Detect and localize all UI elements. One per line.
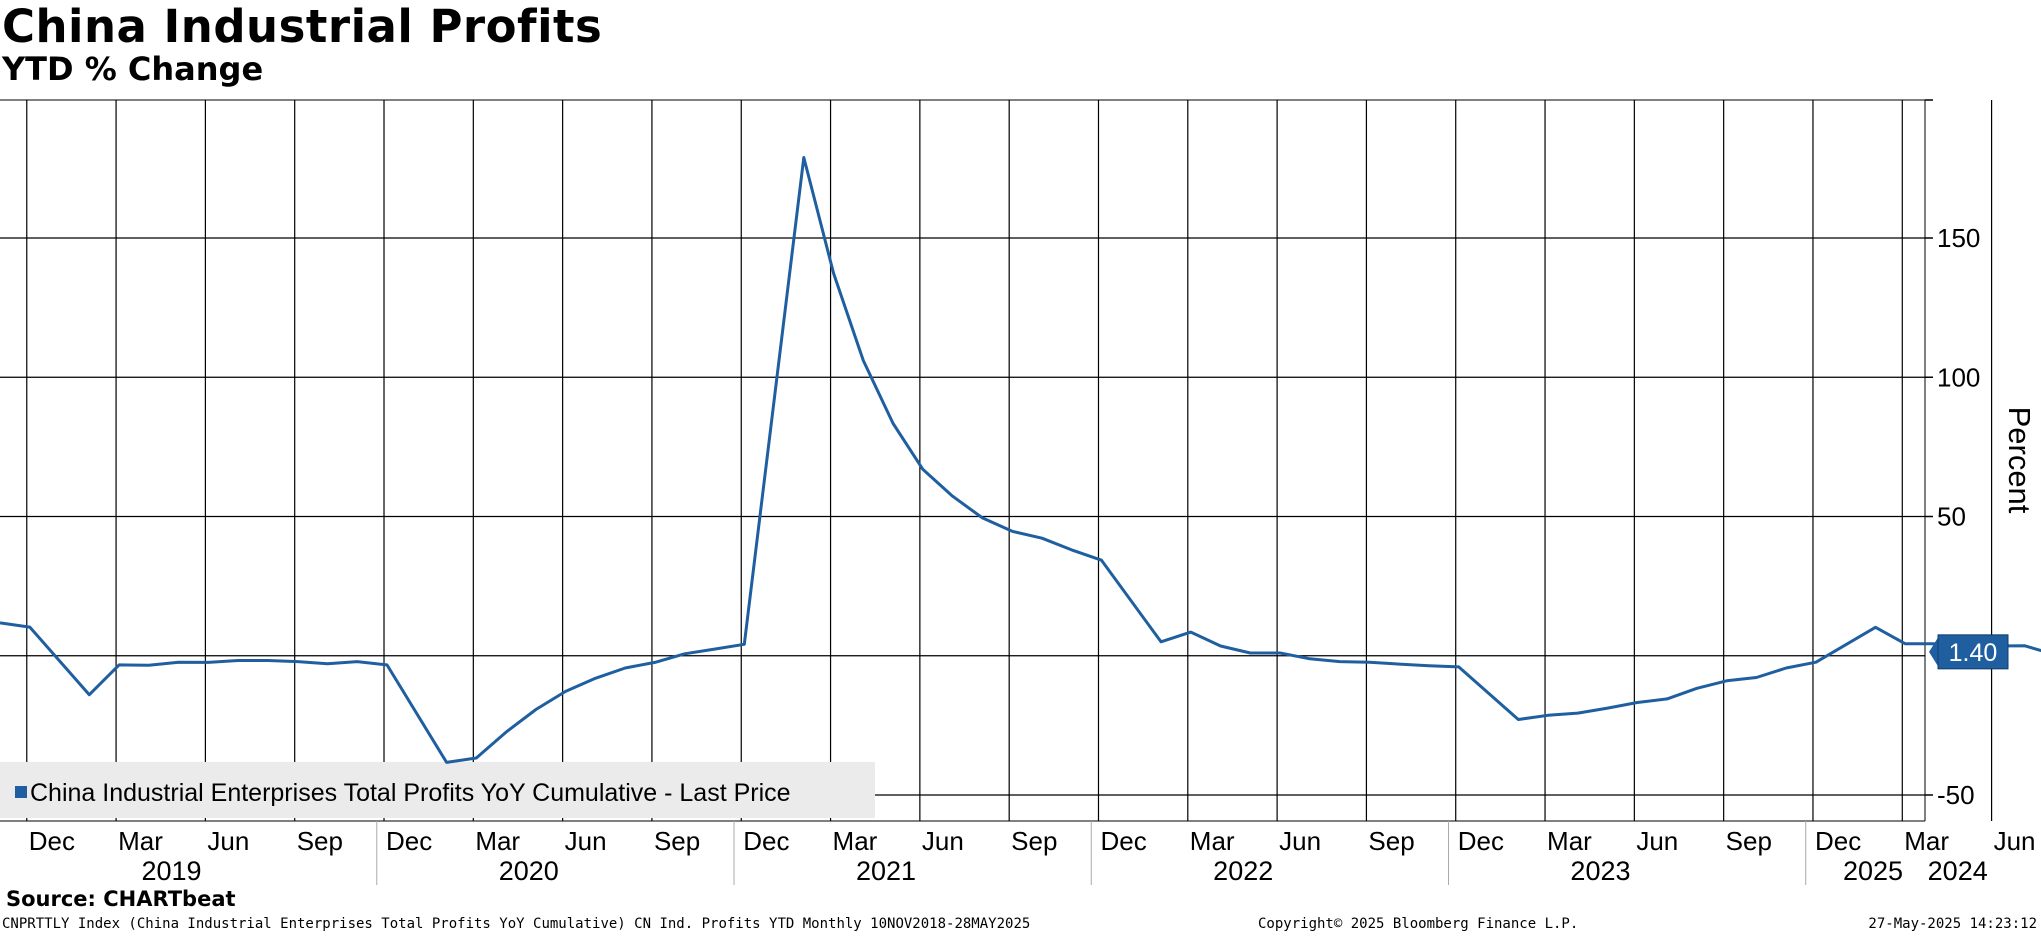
x-year-label: 2020 — [499, 856, 559, 886]
x-tick-label: Dec — [29, 826, 75, 856]
y-tick-label: 50 — [1937, 502, 1966, 532]
x-tick-label: Mar — [1904, 826, 1949, 856]
y-tick-label: 150 — [1937, 223, 1980, 253]
y-tick-label: 100 — [1937, 362, 1980, 392]
source-note: Source: CHARTbeat — [6, 887, 236, 911]
x-tick-label: Mar — [1547, 826, 1592, 856]
y-axis-label: Percent — [2002, 407, 2037, 514]
x-tick-label: Sep — [654, 826, 700, 856]
x-tick-label: Jun — [1636, 826, 1678, 856]
y-tick-label: -50 — [1937, 780, 1975, 810]
x-tick-label: Jun — [1994, 826, 2036, 856]
x-year-label: 2024 — [1928, 856, 1988, 886]
x-axis: Dec Mar Jun Sep Dec Mar Jun Sep Dec Mar Jun Sep Dec M… — [29, 821, 2036, 886]
x-tick-label: Mar — [475, 826, 520, 856]
x-tick-label: Jun — [565, 826, 607, 856]
last-value-label: 1.40 — [1949, 639, 1998, 667]
x-tick-label: Dec — [1458, 826, 1504, 856]
x-tick-label: Sep — [1368, 826, 1414, 856]
footer-copyright: Copyright© 2025 Bloomberg Finance L.P. — [1258, 916, 1579, 932]
x-tick-label: Dec — [743, 826, 789, 856]
x-tick-label: Mar — [833, 826, 878, 856]
x-year-label: 2025 — [1843, 856, 1903, 886]
y-axis: -50 50 100 150 — [1925, 99, 1980, 810]
footer-description: CNPRTTLY Index (China Industrial Enterpr… — [2, 916, 1031, 932]
chart-title: China Industrial Profits — [2, 0, 603, 53]
x-year-label: 2022 — [1213, 856, 1273, 886]
x-tick-label: Dec — [386, 826, 432, 856]
legend-label: China Industrial Enterprises Total Profi… — [30, 779, 791, 807]
x-year-label: 2019 — [141, 856, 201, 886]
vertical-gridlines — [26, 100, 1993, 821]
legend: China Industrial Enterprises Total Profi… — [0, 762, 875, 818]
last-value-pointer — [1929, 635, 1939, 668]
x-tick-label: Sep — [297, 826, 343, 856]
x-tick-label: Sep — [1726, 826, 1772, 856]
last-value-marker: 1.40 — [1929, 634, 2009, 670]
x-tick-label: Jun — [922, 826, 964, 856]
x-tick-label: Mar — [1190, 826, 1235, 856]
horizontal-gridlines — [0, 99, 1926, 822]
x-tick-label: Dec — [1815, 826, 1861, 856]
x-tick-label: Jun — [207, 826, 249, 856]
x-tick-label: Jun — [1279, 826, 1321, 856]
series-line — [0, 156, 2041, 764]
footer-timestamp: 27-May-2025 14:23:12 — [1868, 916, 2037, 932]
x-tick-label: Dec — [1100, 826, 1146, 856]
x-year-label: 2023 — [1570, 856, 1630, 886]
x-tick-label: Mar — [118, 826, 163, 856]
legend-swatch — [15, 786, 27, 798]
last-value-box — [1937, 634, 2009, 670]
chart-subtitle: YTD % Change — [2, 50, 264, 88]
x-year-label: 2021 — [856, 856, 916, 886]
x-tick-label: Sep — [1011, 826, 1057, 856]
data-series — [0, 156, 2041, 764]
